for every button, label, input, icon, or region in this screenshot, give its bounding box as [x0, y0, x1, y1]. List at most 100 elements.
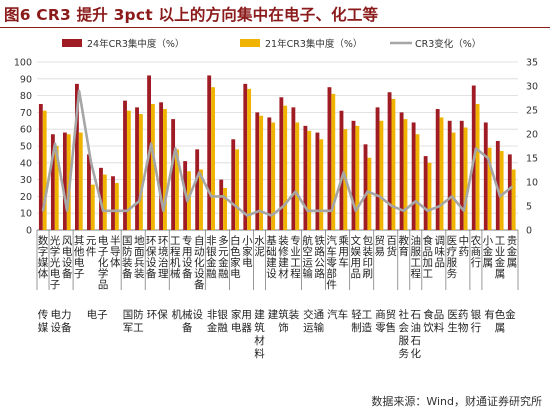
bar-cr3-2021 [259, 115, 264, 230]
bar-cr3-2024 [87, 154, 91, 230]
bar-cr3-2024 [159, 102, 164, 230]
right-y-axis: 0 5 10 15 20 25 30 35 [526, 58, 538, 237]
right-y-tick-label: 15 [526, 154, 538, 165]
right-y-tick-label: 0 [526, 226, 532, 237]
left-y-tick-label: 50 [20, 142, 32, 153]
category-label: 地面兵装 [134, 234, 145, 280]
category-label: 专用设备 [182, 234, 193, 280]
category-label: 小金属 [483, 235, 494, 269]
category-label: 风电设备 [62, 235, 73, 280]
bar-cr3-2021 [391, 98, 396, 231]
bar-cr3-2024 [123, 100, 127, 230]
bar-cr3-2024 [74, 83, 79, 230]
point-cr3-change [330, 209, 333, 212]
bar-cr3-2024 [243, 83, 248, 230]
category-label: 白色家电 [230, 234, 241, 280]
point-cr3-change [462, 209, 465, 212]
line-cr3-change [41, 89, 513, 217]
bar-cr3-2024 [219, 179, 224, 230]
bar-cr3-2024 [327, 87, 332, 230]
category-label: 数字媒体 [38, 234, 49, 280]
line-series [41, 89, 513, 217]
source-note: 数据来源：Wind，财通证券研究所 [371, 395, 542, 408]
group-label: 传媒 [38, 309, 49, 334]
point-cr3-change [282, 205, 285, 207]
bar-cr3-2021 [175, 149, 179, 230]
bar-cr3-2024 [231, 139, 236, 230]
group-label: 非银金融 [207, 308, 228, 334]
point-cr3-change [54, 142, 56, 145]
group-label: 商贸零售 [375, 308, 396, 334]
left-y-tick-label: 0 [26, 226, 32, 237]
group-label: 汽车 [327, 308, 348, 321]
point-cr3-change [414, 200, 417, 203]
bar-cr3-2021 [427, 162, 432, 230]
bar-cr3-2021 [126, 110, 131, 230]
left-y-tick-label: 30 [20, 175, 32, 186]
point-cr3-change [126, 209, 129, 212]
bar-cr3-2021 [451, 132, 456, 230]
point-cr3-change [306, 209, 309, 212]
point-cr3-change [475, 147, 477, 150]
point-cr3-change [90, 161, 93, 164]
category-label: 基础建设 [266, 234, 277, 280]
bar-cr3-2024 [399, 112, 404, 230]
left-y-tick-label: 100 [14, 58, 32, 69]
category-label: 多元金融 [218, 234, 229, 280]
point-cr3-change [198, 171, 201, 174]
bar-cr3-2024 [111, 176, 115, 230]
legend-label: 21年CR3集中度（%） [265, 38, 362, 50]
point-cr3-change [499, 195, 501, 198]
right-y-tick-label: 25 [526, 106, 538, 117]
point-cr3-change [150, 142, 153, 145]
bar-cr3-2021 [367, 157, 372, 230]
point-cr3-change [258, 209, 261, 212]
left-y-tick-label: 90 [20, 74, 32, 85]
bar-cr3-2024 [267, 117, 272, 230]
bar-cr3-2021 [307, 130, 312, 230]
bar-cr3-2024 [279, 97, 284, 230]
category-label: 贸易 [374, 235, 385, 258]
bar-cr3-2024 [38, 104, 43, 230]
bar-cr3-2021 [138, 114, 143, 230]
category-label: 专业工程 [290, 234, 301, 280]
group-label: 电子 [87, 308, 108, 321]
legend-label: CR3变化（%） [415, 38, 481, 50]
category-label: 调味品 [435, 235, 446, 269]
group-label: 环保 [147, 308, 168, 321]
right-y-tick-label: 10 [526, 178, 538, 189]
bar-cr3-2021 [54, 146, 59, 230]
bar-cr3-2021 [379, 120, 384, 230]
group-label: 交通运输 [303, 308, 324, 334]
bar-cr3-2024 [207, 75, 212, 230]
point-cr3-change [426, 209, 429, 212]
bar-cr3-2021 [199, 169, 203, 230]
group-label: 国防军工 [123, 308, 144, 334]
bar-cr3-2024 [435, 109, 440, 230]
bar-cr3-2021 [319, 139, 324, 230]
bar-cr3-2024 [291, 107, 296, 230]
category-label: 贵金属 [507, 234, 518, 269]
left-y-tick-label: 10 [20, 209, 32, 220]
category-label: 包装印刷 [362, 234, 373, 280]
bar-cr3-2024 [303, 125, 308, 230]
bar-cr3-2021 [403, 119, 408, 230]
group-label: 社会服务 [399, 308, 410, 360]
category-label: 工业金属 [495, 235, 506, 280]
left-y-tick-label: 20 [20, 192, 32, 203]
category-label: 教育 [399, 234, 410, 258]
category-label: 农商行 [471, 234, 482, 269]
bar-cr3-2021 [487, 147, 492, 230]
point-cr3-change [222, 195, 225, 198]
bar-cr3-2021 [463, 127, 468, 230]
bar-cr3-2021 [499, 151, 504, 230]
category-label: 元件 [86, 235, 97, 258]
point-cr3-change [294, 190, 297, 193]
category-label: 环保设备 [146, 235, 157, 280]
category-label: 水泥 [254, 235, 265, 258]
left-y-tick-label: 60 [20, 125, 32, 136]
point-cr3-change [114, 209, 117, 212]
bar-cr3-2024 [351, 120, 356, 230]
bar-cr3-2024 [507, 154, 512, 230]
